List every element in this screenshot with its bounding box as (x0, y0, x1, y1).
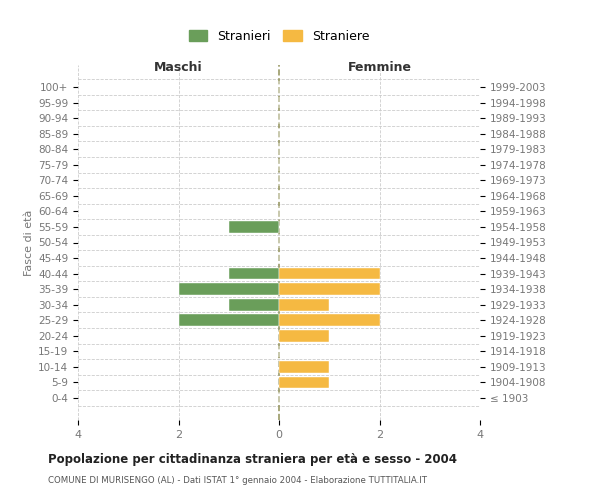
Bar (279, 314, 380, 326)
Text: Popolazione per cittadinanza straniera per età e sesso - 2004: Popolazione per cittadinanza straniera p… (48, 452, 457, 466)
Bar (229, 221, 279, 233)
Bar (229, 268, 279, 280)
Bar (279, 361, 329, 373)
Legend: Stranieri, Straniere: Stranieri, Straniere (184, 25, 374, 48)
Bar (179, 284, 279, 295)
Bar (279, 299, 329, 310)
Bar (279, 284, 380, 295)
Bar (179, 314, 279, 326)
Bar (279, 376, 329, 388)
Text: COMUNE DI MURISENGO (AL) - Dati ISTAT 1° gennaio 2004 - Elaborazione TUTTITALIA.: COMUNE DI MURISENGO (AL) - Dati ISTAT 1°… (48, 476, 427, 485)
Bar (279, 330, 329, 342)
Y-axis label: Fasce di età: Fasce di età (24, 210, 34, 276)
Bar (279, 268, 380, 280)
Bar (229, 299, 279, 310)
Text: Femmine: Femmine (347, 60, 412, 74)
Text: Maschi: Maschi (154, 60, 203, 74)
